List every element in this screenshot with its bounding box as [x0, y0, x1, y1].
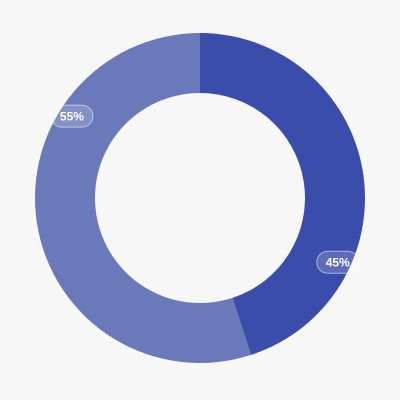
- label-badge: [50, 104, 94, 128]
- data-label: 45%: [326, 255, 350, 269]
- label-badge: [316, 250, 360, 274]
- donut-segment: [200, 33, 365, 355]
- data-label: 55%: [60, 109, 84, 123]
- donut-segment: [34, 33, 251, 364]
